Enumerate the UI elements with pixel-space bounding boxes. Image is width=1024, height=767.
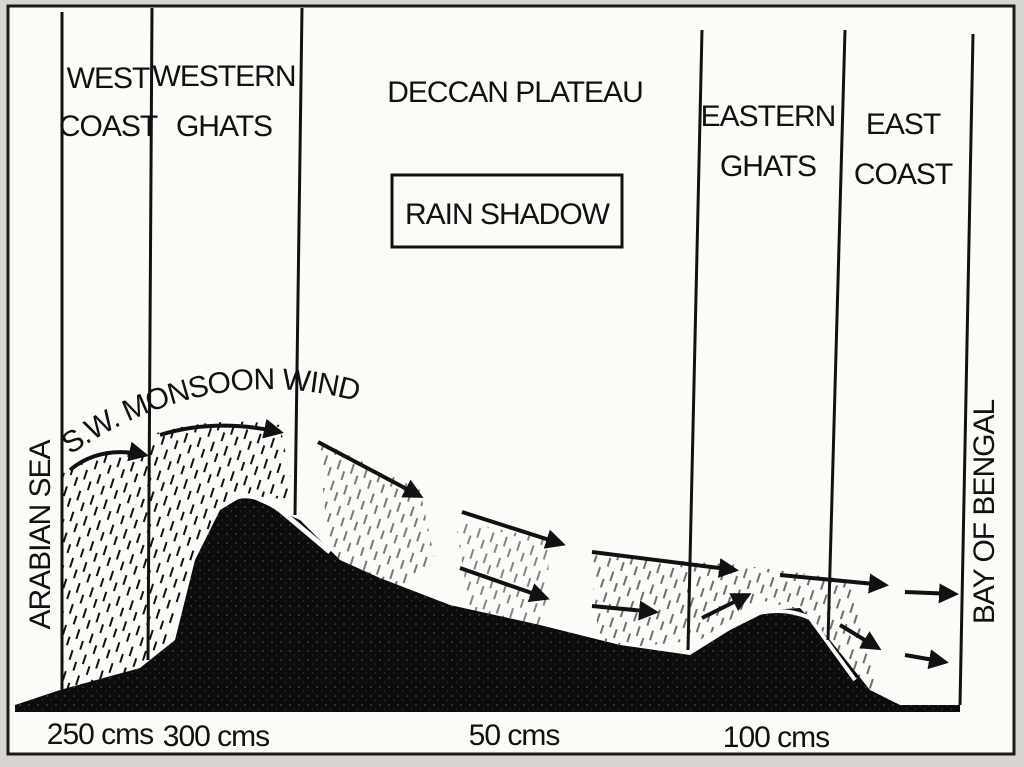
wind-arrow xyxy=(838,623,882,651)
wind-arrow xyxy=(779,573,889,594)
wind-arrow xyxy=(701,593,752,620)
eastern-ghats-ridge-highlight xyxy=(719,608,857,682)
wind-arrow xyxy=(591,550,739,578)
western-ghats-label-line2: GHATS xyxy=(176,110,272,143)
wind-arrow xyxy=(159,418,284,439)
terrain-landmass xyxy=(15,495,960,712)
rainfall-west-coast: 250 cms xyxy=(47,718,153,751)
bay-of-bengal-label: BAY OF BENGAL xyxy=(968,400,1001,625)
rainfall-western-ghats: 300 cms xyxy=(163,720,269,753)
wind-arrow xyxy=(904,583,959,604)
monsoon-wind-arrows xyxy=(68,418,959,670)
leeward-rain-zone-2 xyxy=(455,520,550,630)
eastern-ghats-label-line2: GHATS xyxy=(720,150,816,183)
deccan-plateau-label: DECCAN PLATEAU xyxy=(387,76,643,109)
west-coast-label-line2: COAST xyxy=(59,110,158,143)
terrain-ridge-highlight xyxy=(228,493,332,554)
west-coast-label-line1: WEST xyxy=(67,62,150,95)
wind-arrow xyxy=(68,441,149,472)
rainfall-eastern-ghats: 100 cms xyxy=(723,721,829,754)
wind-arrow xyxy=(591,600,659,621)
rain-shadow-label: RAIN SHADOW xyxy=(405,198,611,231)
east-coast-label-line2: COAST xyxy=(854,158,953,191)
east-coast-label-line1: EAST xyxy=(866,108,941,141)
wind-arrow xyxy=(904,649,949,670)
divider-west-coast xyxy=(146,7,154,661)
eastern-ghats-label-line1: EASTERN xyxy=(701,100,836,133)
wind-arrow xyxy=(317,440,424,498)
wind-arrow xyxy=(461,510,566,549)
western-ghats-label-line1: WESTERN xyxy=(153,60,296,93)
divider-deccan-plateau xyxy=(686,29,704,651)
leeward-rain-zone-1 xyxy=(318,440,435,590)
eastern-rain-zone xyxy=(590,555,880,690)
rain-hatching xyxy=(62,421,880,690)
divider-bay-of-bengal xyxy=(958,33,975,706)
west-coast-rain-zone xyxy=(62,452,150,690)
rain-shadow-box xyxy=(390,173,624,249)
region-dividers xyxy=(60,7,975,706)
divider-eastern-ghats xyxy=(826,29,847,641)
arabian-sea-label: ARABIAN SEA xyxy=(24,439,57,629)
western-ghats-rain-zone xyxy=(150,421,295,690)
wind-arrow xyxy=(459,566,550,603)
divider-western-ghats xyxy=(293,7,304,516)
rainfall-deccan-plateau: 50 cms xyxy=(469,719,560,752)
